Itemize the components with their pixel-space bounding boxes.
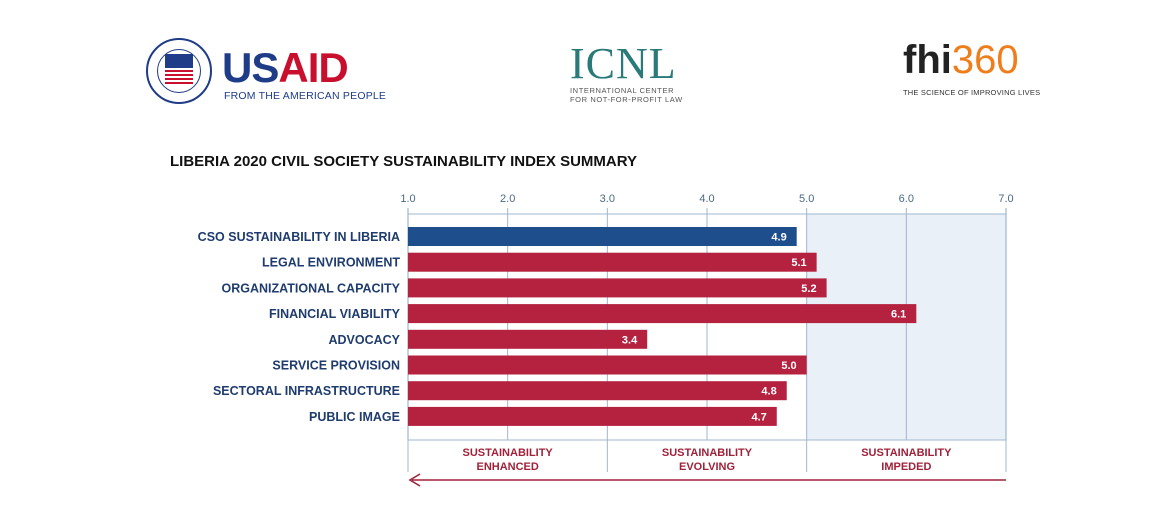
chart-title: LIBERIA 2020 CIVIL SOCIETY SUSTAINABILIT… bbox=[170, 153, 638, 170]
usaid-logo: USAID FROM THE AMERICAN PEOPLE bbox=[146, 38, 386, 110]
data-label: 5.2 bbox=[801, 283, 816, 295]
x-tick-label: 5.0 bbox=[799, 193, 814, 205]
zone-label: SUSTAINABILITY bbox=[662, 447, 753, 459]
x-tick-label: 7.0 bbox=[998, 193, 1013, 205]
zone-label: SUSTAINABILITY bbox=[861, 447, 952, 459]
arrow-left-icon bbox=[408, 473, 421, 487]
fhi360-tagline: THE SCIENCE OF IMPROVING LIVES bbox=[903, 88, 1041, 97]
data-label: 4.9 bbox=[771, 232, 786, 244]
bar bbox=[408, 329, 648, 349]
category-label: ADVOCACY bbox=[328, 333, 400, 347]
icnl-tagline-1: INTERNATIONAL CENTER bbox=[570, 86, 675, 95]
bar bbox=[408, 355, 807, 375]
zone-label: EVOLVING bbox=[679, 461, 735, 473]
data-label: 6.1 bbox=[891, 309, 906, 321]
fhi360-wordmark: fhi360 bbox=[903, 38, 1019, 82]
icnl-wordmark: ICNL bbox=[570, 39, 677, 88]
category-label: SERVICE PROVISION bbox=[272, 359, 400, 373]
bar bbox=[408, 304, 917, 324]
bar bbox=[408, 406, 777, 426]
category-label: PUBLIC IMAGE bbox=[309, 410, 400, 424]
zone-label: SUSTAINABILITY bbox=[463, 447, 554, 459]
category-label: FINANCIAL VIABILITY bbox=[269, 307, 401, 321]
usaid-seal-icon bbox=[146, 38, 212, 104]
usaid-wordmark: USAID bbox=[222, 44, 349, 91]
category-label: ORGANIZATIONAL CAPACITY bbox=[222, 281, 401, 295]
highlight-bar bbox=[408, 227, 797, 246]
zone-label: IMPEDED bbox=[881, 461, 931, 473]
data-label: 5.1 bbox=[791, 257, 806, 269]
fhi360-logo: fhi360 THE SCIENCE OF IMPROVING LIVES bbox=[903, 38, 1053, 104]
category-label: SECTORAL INFRASTRUCTURE bbox=[213, 384, 400, 398]
x-tick-label: 2.0 bbox=[500, 193, 515, 205]
data-label: 4.8 bbox=[761, 386, 776, 398]
icnl-logo: ICNL INTERNATIONAL CENTER FOR NOT-FOR-PR… bbox=[570, 42, 700, 108]
category-label: LEGAL ENVIRONMENT bbox=[262, 256, 400, 270]
usaid-tagline: FROM THE AMERICAN PEOPLE bbox=[224, 90, 387, 102]
x-tick-label: 3.0 bbox=[600, 193, 615, 205]
bar bbox=[408, 252, 817, 272]
data-label: 3.4 bbox=[622, 334, 638, 346]
x-tick-label: 1.0 bbox=[400, 193, 415, 205]
zone-label: ENHANCED bbox=[476, 461, 538, 473]
x-tick-label: 4.0 bbox=[699, 193, 714, 205]
data-label: 5.0 bbox=[781, 360, 796, 372]
bar bbox=[408, 381, 787, 401]
icnl-tagline-2: FOR NOT-FOR-PROFIT LAW bbox=[570, 95, 683, 104]
x-tick-label: 6.0 bbox=[899, 193, 914, 205]
data-label: 4.7 bbox=[751, 411, 766, 423]
category-label: CSO SUSTAINABILITY IN LIBERIA bbox=[198, 230, 400, 244]
bar bbox=[408, 278, 827, 298]
